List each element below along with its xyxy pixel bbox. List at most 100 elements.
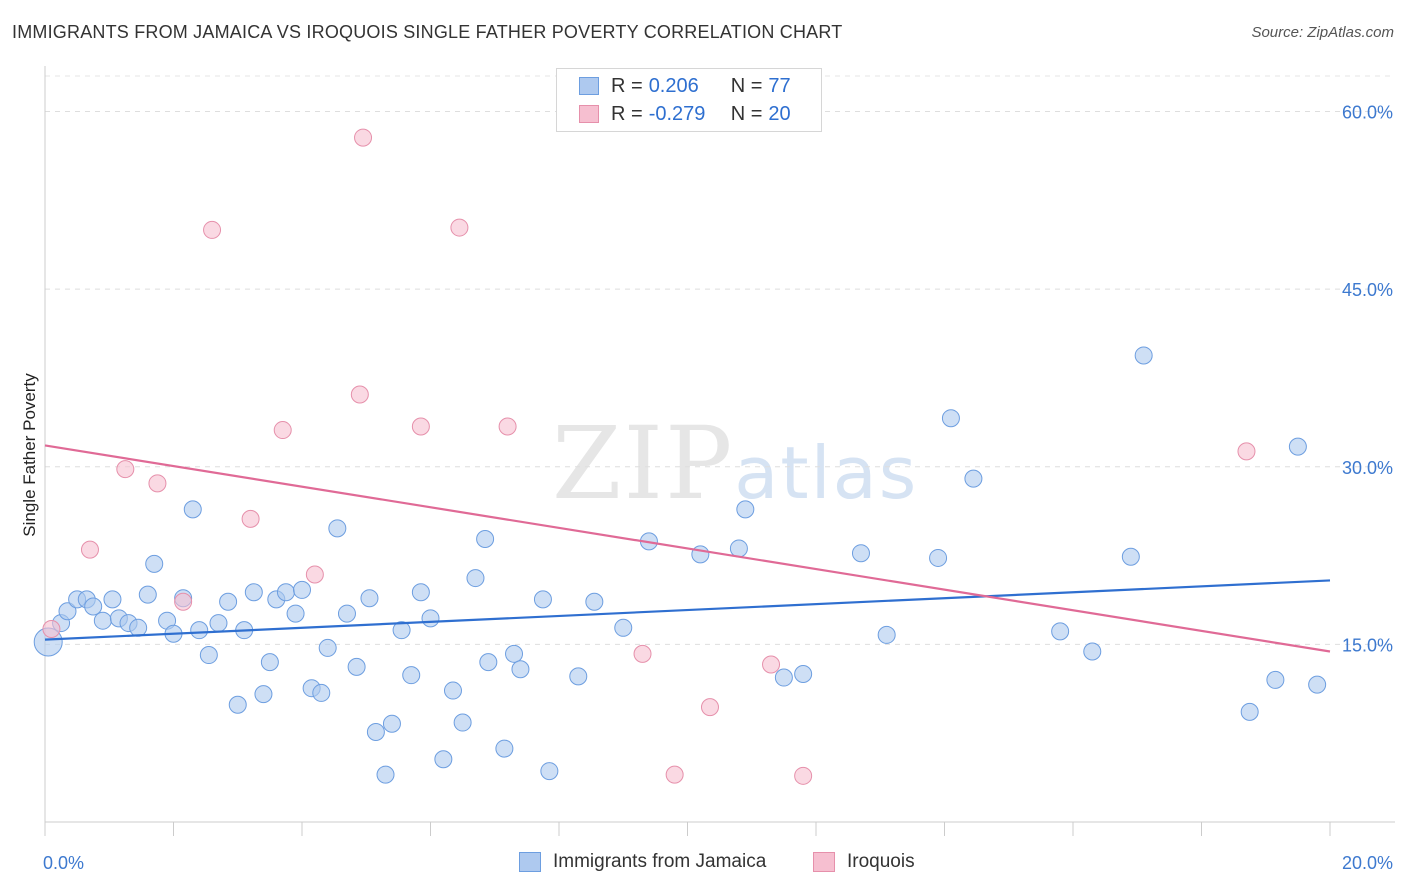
jamaica-point — [1051, 622, 1070, 641]
jamaica-point — [614, 618, 633, 637]
jamaica-point — [466, 569, 485, 588]
y-tick-label: 45.0% — [1342, 280, 1393, 300]
jamaica-point — [585, 592, 604, 611]
jamaica-point — [228, 695, 247, 714]
jamaica-point — [929, 548, 948, 567]
jamaica-point — [392, 621, 411, 640]
iroquois-point — [762, 655, 781, 674]
jamaica-trend-line — [44, 579, 1331, 641]
bottom-legend-swatch-iroquois — [813, 852, 835, 872]
jamaica-point — [276, 583, 295, 602]
legend: R = 0.206 N = 77 R = -0.279 N = 20 — [556, 68, 822, 132]
jamaica-point — [1134, 346, 1153, 365]
jamaica-point — [312, 683, 331, 702]
legend-row-iroquois: R = -0.279 N = 20 — [579, 100, 791, 128]
jamaica-point — [533, 590, 552, 609]
jamaica-point — [476, 529, 495, 548]
bottom-legend-swatch-jamaica — [519, 852, 541, 872]
jamaica-point — [244, 583, 263, 602]
x-tick-label: 20.0% — [1342, 853, 1393, 873]
legend-n-value: 20 — [768, 102, 791, 125]
iroquois-point — [273, 421, 292, 440]
jamaica-point — [337, 604, 356, 623]
iroquois-point — [116, 460, 135, 479]
jamaica-point — [199, 646, 218, 665]
jamaica-point — [434, 750, 453, 769]
jamaica-point — [1266, 670, 1285, 689]
jamaica-point — [219, 592, 238, 611]
iroquois-point — [633, 644, 652, 663]
jamaica-point — [286, 604, 305, 623]
bottom-legend-item-iroquois: Iroquois — [813, 851, 915, 873]
iroquois-point — [305, 565, 324, 584]
y-tick-label: 15.0% — [1342, 635, 1393, 655]
jamaica-point — [366, 723, 385, 742]
jamaica-point — [129, 618, 148, 637]
jamaica-point — [1240, 702, 1259, 721]
jamaica-point — [190, 621, 209, 640]
jamaica-point — [511, 660, 530, 679]
jamaica-point — [328, 519, 347, 538]
jamaica-point — [479, 653, 498, 672]
legend-n-label: N = — [730, 102, 763, 125]
jamaica-point — [138, 585, 157, 604]
bottom-legend: Immigrants from Jamaica Iroquois — [0, 851, 1406, 879]
source-label: Source: ZipAtlas.com — [1251, 24, 1394, 41]
y-axis-label: Single Father Poverty — [20, 373, 39, 537]
iroquois-point — [794, 766, 813, 785]
jamaica-point — [729, 539, 748, 558]
iroquois-point — [203, 220, 222, 239]
y-tick-label: 60.0% — [1342, 103, 1393, 123]
jamaica-point — [260, 653, 279, 672]
legend-row-jamaica: R = 0.206 N = 77 — [579, 72, 791, 100]
bottom-legend-label-iroquois: Iroquois — [847, 851, 915, 872]
jamaica-point — [209, 614, 228, 633]
iroquois-point — [148, 474, 167, 493]
legend-swatch-jamaica — [579, 77, 599, 95]
jamaica-point — [58, 602, 77, 621]
jamaica-point — [736, 500, 755, 519]
legend-r-value: -0.279 — [648, 102, 706, 125]
legend-swatch-iroquois — [579, 105, 599, 123]
jamaica-point — [145, 554, 164, 573]
jamaica-point — [318, 638, 337, 657]
legend-r-label: R = — [611, 102, 643, 125]
jamaica-point — [877, 625, 896, 644]
jamaica-point — [1083, 642, 1102, 661]
chart-title: IMMIGRANTS FROM JAMAICA VS IROQUOIS SING… — [12, 22, 843, 42]
jamaica-point — [794, 664, 813, 683]
jamaica-point — [1288, 437, 1307, 456]
jamaica-point — [103, 590, 122, 609]
iroquois-point — [1237, 442, 1256, 461]
x-tick-label: 0.0% — [43, 853, 84, 873]
jamaica-point — [293, 580, 311, 599]
jamaica-point — [964, 469, 983, 488]
jamaica-point — [84, 597, 103, 616]
legend-n-label: N = — [730, 74, 763, 97]
bottom-legend-label-jamaica: Immigrants from Jamaica — [553, 851, 767, 872]
jamaica-point — [421, 609, 440, 628]
iroquois-trend-line — [44, 444, 1331, 653]
jamaica-point — [360, 589, 379, 608]
jamaica-point — [505, 644, 524, 663]
bottom-legend-item-jamaica: Immigrants from Jamaica — [519, 851, 766, 873]
iroquois-point — [411, 417, 430, 436]
jamaica-point — [93, 611, 112, 630]
jamaica-point — [1121, 547, 1140, 566]
jamaica-point — [254, 685, 273, 704]
y-tick-label: 30.0% — [1342, 458, 1393, 478]
legend-r-label: R = — [611, 74, 643, 97]
watermark-zip: ZIP — [552, 405, 735, 522]
watermark: ZIPatlas — [552, 405, 918, 522]
iroquois-point — [42, 619, 61, 638]
jamaica-point — [347, 657, 366, 676]
iroquois-point — [665, 765, 684, 784]
jamaica-point — [540, 762, 559, 781]
jamaica-point — [495, 739, 514, 758]
jamaica-point — [382, 714, 401, 733]
iroquois-point — [241, 509, 260, 528]
watermark-atlas: atlas — [734, 431, 919, 515]
jamaica-point — [453, 713, 472, 732]
iroquois-point — [700, 698, 719, 717]
